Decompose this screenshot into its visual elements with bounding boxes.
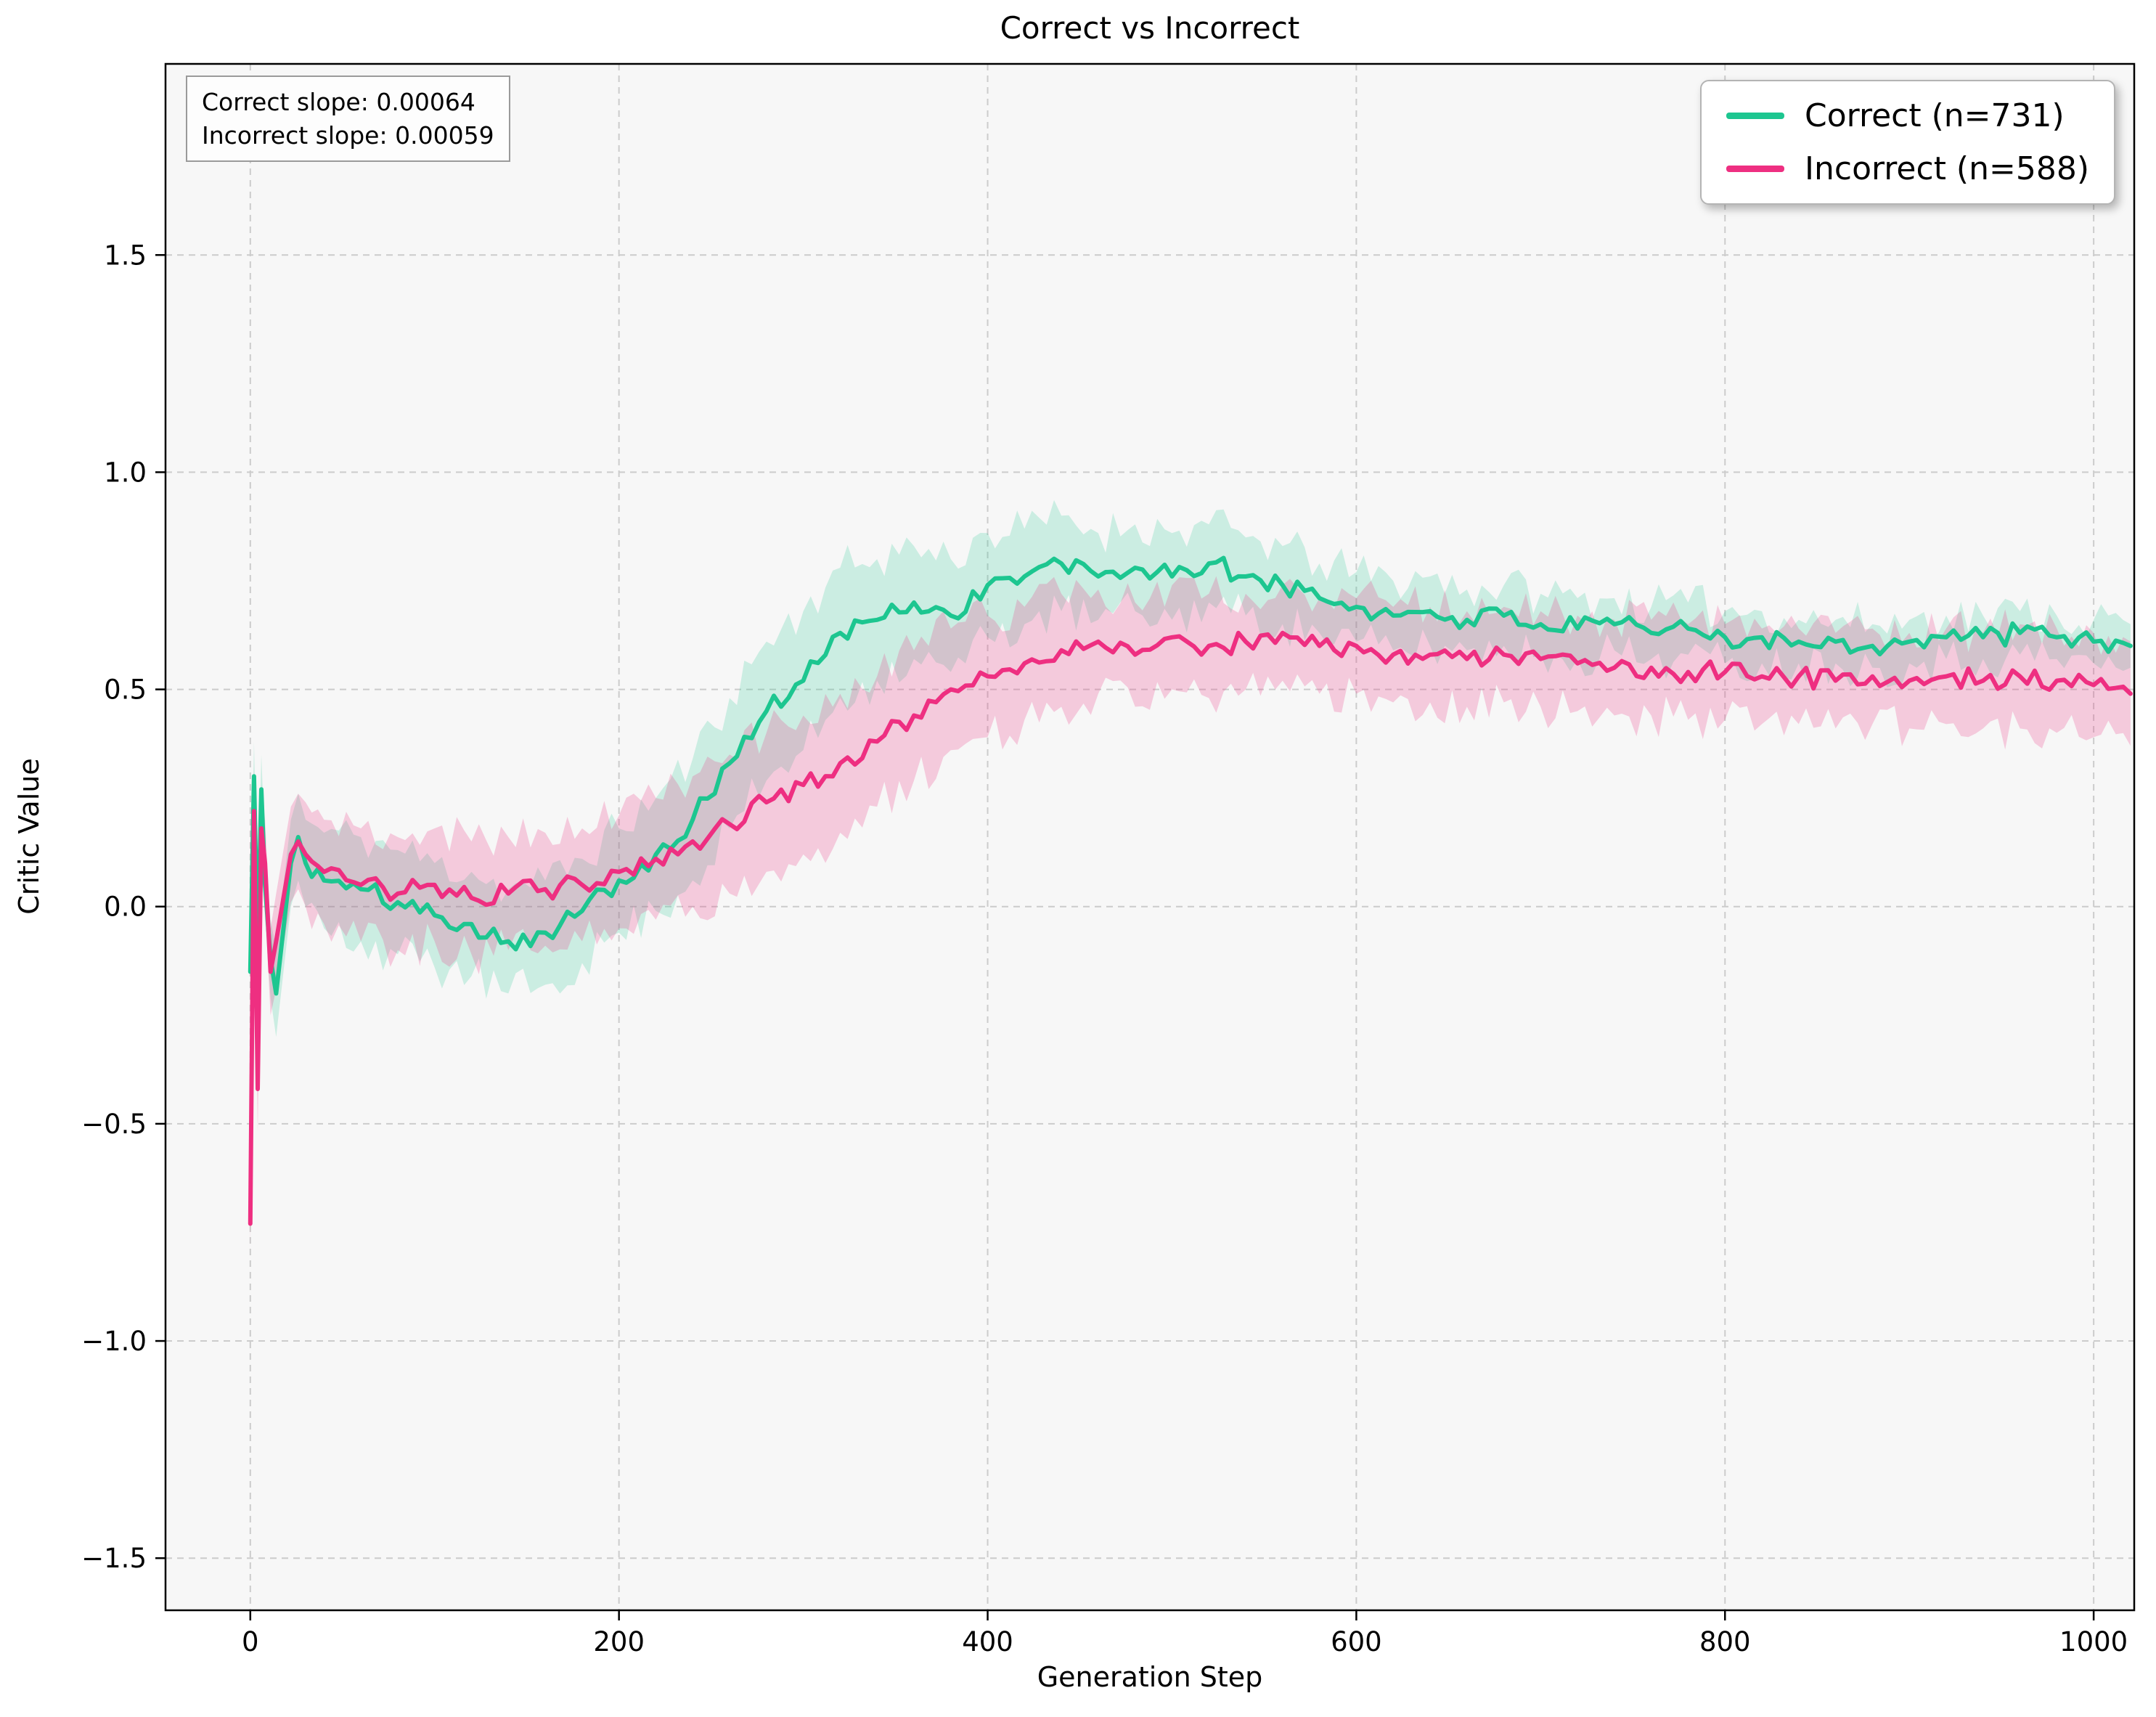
tick-label-x: 800 bbox=[1699, 1626, 1751, 1657]
slope-annotation-box: Correct slope: 0.00064 Incorrect slope: … bbox=[186, 76, 510, 163]
line-1 bbox=[248, 630, 2133, 1226]
incorrect-slope-text: Incorrect slope: 0.00059 bbox=[202, 121, 494, 150]
legend-label-incorrect: Incorrect (n=588) bbox=[1805, 150, 2089, 187]
legend-item-correct: Correct (n=731) bbox=[1726, 97, 2089, 134]
correct-line-swatch bbox=[1726, 113, 1785, 119]
correct-slope-text: Correct slope: 0.00064 bbox=[202, 88, 475, 116]
tick-label-x: 600 bbox=[1331, 1626, 1382, 1657]
tick-label-x: 400 bbox=[962, 1626, 1013, 1657]
tick-label-y: −1.0 bbox=[81, 1326, 147, 1357]
y-axis-label: Critic Value bbox=[13, 758, 45, 915]
line-0 bbox=[248, 555, 2133, 996]
plot-border bbox=[164, 62, 2136, 1612]
incorrect-line-swatch bbox=[1726, 166, 1785, 172]
tick-label-x: 200 bbox=[593, 1626, 645, 1657]
legend-item-incorrect: Incorrect (n=588) bbox=[1726, 150, 2089, 187]
tick-label-y: 0.5 bbox=[104, 674, 147, 706]
tick-label-x: 0 bbox=[242, 1626, 259, 1657]
tick-label-y: 1.0 bbox=[104, 457, 147, 488]
tick-label-y: −0.5 bbox=[81, 1109, 147, 1140]
x-axis-label: Generation Step bbox=[1037, 1661, 1263, 1693]
plot-area bbox=[166, 64, 2134, 1610]
band-1 bbox=[250, 576, 2131, 1250]
tick-label-y: 1.5 bbox=[104, 240, 147, 271]
tick-label-x: 1000 bbox=[2059, 1626, 2128, 1657]
legend-label-correct: Correct (n=731) bbox=[1805, 97, 2065, 134]
legend: Correct (n=731) Incorrect (n=588) bbox=[1700, 80, 2115, 205]
tick-label-y: −1.5 bbox=[81, 1543, 147, 1574]
chart-title: Correct vs Incorrect bbox=[1000, 10, 1300, 46]
tick-label-y: 0.0 bbox=[104, 892, 147, 923]
